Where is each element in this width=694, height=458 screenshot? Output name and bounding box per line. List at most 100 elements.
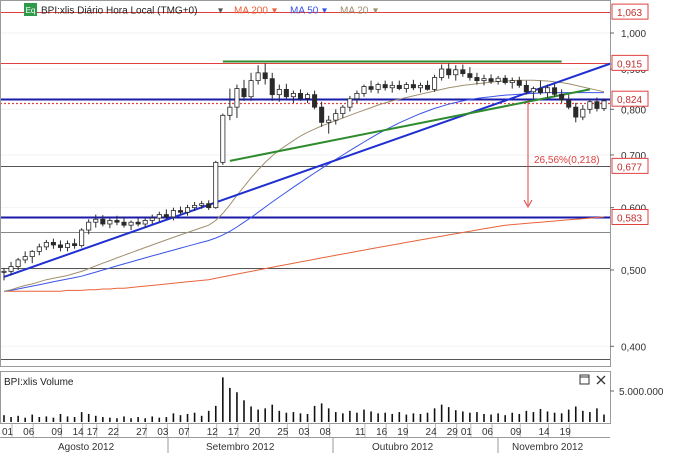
- date-axis-day-label: 01: [2, 427, 14, 438]
- volume-axis-label: 5.000.000: [619, 387, 664, 398]
- candle-body: [566, 99, 572, 108]
- date-axis-month-label: Novembro 2012: [512, 442, 584, 453]
- date-axis-day-label: 19: [397, 427, 409, 438]
- date-axis-day-label: 03: [298, 427, 310, 438]
- candle-body: [410, 84, 416, 89]
- price-level-tag-text: 0,915: [617, 59, 642, 70]
- candle-body: [403, 84, 409, 89]
- header-dropdown-arrow[interactable]: ▾: [218, 6, 223, 17]
- candle-body: [297, 93, 303, 99]
- candle-body: [79, 229, 85, 246]
- candle-body: [537, 88, 543, 94]
- candle-body: [580, 108, 586, 118]
- candle-body: [432, 77, 438, 90]
- price-level-tag: [611, 3, 649, 20]
- candle-body: [396, 84, 402, 89]
- candle-body: [234, 88, 240, 108]
- candle-body: [283, 88, 289, 98]
- candle-body: [312, 94, 318, 108]
- candle-body: [460, 69, 466, 75]
- date-axis-day-label: 11: [355, 427, 366, 438]
- date-axis-day-label: 12: [207, 427, 219, 438]
- ma20-legend[interactable]: MA 20: [340, 6, 369, 17]
- date-axis-day-label: 22: [108, 427, 120, 438]
- candle-body: [439, 68, 445, 78]
- candle-body: [361, 86, 367, 94]
- candle-body: [523, 84, 529, 93]
- date-axis-month-label: Outubro 2012: [372, 442, 434, 453]
- candle-body: [36, 246, 42, 252]
- candle-body: [559, 93, 565, 101]
- candle-body: [446, 68, 452, 76]
- date-axis-day-label: 09: [510, 427, 522, 438]
- candle-body: [333, 113, 339, 121]
- candle-body: [29, 250, 35, 257]
- percent-change-arrow-head: [523, 199, 533, 209]
- date-axis-day-label: 14: [538, 427, 550, 438]
- candle-body: [594, 101, 600, 109]
- candle-body: [319, 106, 325, 123]
- ma50-line: [3, 92, 604, 292]
- date-axis-day-label: 29: [447, 427, 459, 438]
- candle-body: [149, 217, 155, 221]
- candle-body: [255, 72, 261, 82]
- candle-body: [516, 80, 522, 86]
- candle-body: [22, 256, 28, 261]
- price-axis-tick-label: 0,700: [621, 151, 646, 162]
- candle-body: [530, 88, 536, 93]
- candle-body: [1, 270, 7, 273]
- candle-body: [114, 220, 120, 223]
- candle-body: [545, 87, 551, 94]
- candle-body: [220, 114, 226, 163]
- price-axis-tick-label: 0,400: [621, 342, 646, 353]
- volume-bars: [3, 377, 605, 422]
- candle-body: [495, 77, 501, 82]
- volume-close-button[interactable]: [596, 375, 606, 385]
- candle-body: [192, 204, 198, 209]
- candle-body: [382, 84, 388, 89]
- candle-body: [347, 98, 353, 108]
- price-level-tag-text: 1,063: [617, 8, 642, 19]
- ma200-legend[interactable]: MA 200: [234, 6, 268, 17]
- price-axis-tick-label: 1,000: [621, 29, 646, 40]
- candle-body: [389, 84, 395, 89]
- candle-body: [269, 78, 275, 96]
- date-axis-day-label: 07: [178, 427, 190, 438]
- date-axis-day-label: 03: [157, 427, 169, 438]
- ma200-dropdown-arrow[interactable]: ▾: [272, 6, 277, 17]
- candle-body: [107, 220, 113, 225]
- candle-body: [72, 243, 78, 246]
- instrument-title[interactable]: BPI:xlis Diário Hora Local (TMG+0): [41, 6, 197, 17]
- candle-body: [290, 93, 296, 98]
- price-level-tag: [611, 208, 649, 225]
- date-axis-day-label: 14: [73, 427, 85, 438]
- candle-body: [488, 78, 494, 82]
- candle-body: [241, 88, 247, 98]
- price-level-tag-text: 0,677: [617, 162, 642, 173]
- ma50-legend[interactable]: MA 50: [290, 6, 319, 17]
- candle-body: [262, 72, 268, 80]
- price-axis-tick-label: 0,500: [621, 266, 646, 277]
- ma20-dropdown-arrow[interactable]: ▾: [373, 6, 378, 17]
- candle-body: [142, 220, 148, 225]
- candle-body: [65, 243, 71, 248]
- candle-body: [135, 221, 141, 225]
- trendlines: [3, 60, 612, 278]
- candle-body: [276, 88, 282, 96]
- date-axis-months: Agosto 2012 Setembro 2012 Outubro 2012 Nove…: [58, 437, 584, 453]
- candle-body: [502, 77, 508, 83]
- ma50-dropdown-arrow[interactable]: ▾: [322, 6, 327, 17]
- trendline: [3, 62, 612, 278]
- candle-body: [199, 203, 205, 206]
- date-axis-day-label: 01: [461, 427, 473, 438]
- candle-body: [86, 221, 92, 231]
- date-axis-day-label: 27: [136, 427, 148, 438]
- candle-body: [121, 221, 127, 226]
- equity-badge[interactable]: [24, 3, 37, 16]
- candle-body: [213, 161, 219, 209]
- candle-body: [50, 242, 56, 246]
- volume-restore-button[interactable]: [579, 374, 590, 385]
- candle-body: [509, 80, 515, 83]
